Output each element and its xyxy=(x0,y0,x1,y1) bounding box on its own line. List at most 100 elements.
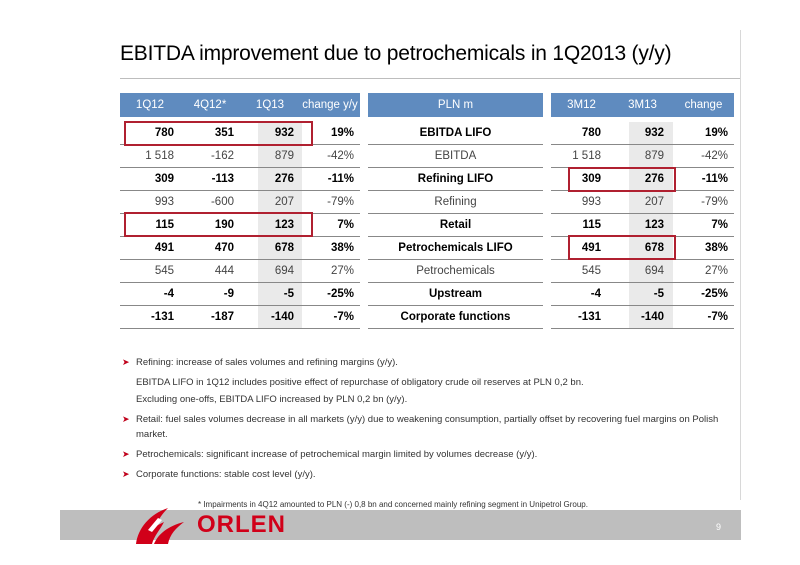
cell-3m13: -140 xyxy=(640,311,664,323)
footnote: * Impairments in 4Q12 amounted to PLN (-… xyxy=(198,500,588,509)
cell-1q12: 309 xyxy=(154,173,174,185)
orlen-logo-wordmark: ORLEN xyxy=(197,511,286,538)
cell-change-yy: -7% xyxy=(333,311,354,323)
cell-change-yy: 38% xyxy=(330,242,354,254)
cell-change: -25% xyxy=(701,288,728,300)
cell-3m13: 207 xyxy=(644,196,664,208)
row-divider xyxy=(368,213,543,214)
shaded-column-3m13 xyxy=(629,122,673,328)
cell-1q13: 694 xyxy=(274,265,294,277)
row-label: Refining LIFO xyxy=(417,173,494,185)
col-header-1q13: 1Q13 xyxy=(255,99,285,111)
cell-change: -42% xyxy=(701,150,728,162)
cell-3m13: 694 xyxy=(644,265,664,277)
cell-3m12: 780 xyxy=(581,127,601,139)
cell-3m12: 545 xyxy=(581,265,601,277)
highlight-retail xyxy=(124,212,313,237)
cell-1q12: 993 xyxy=(154,196,174,208)
cell-change-yy: 7% xyxy=(337,219,354,231)
row-divider xyxy=(368,190,543,191)
row-divider xyxy=(368,259,543,260)
cell-3m13: -5 xyxy=(653,288,664,300)
title-divider xyxy=(120,78,740,79)
bullet-text: Excluding one-offs, EBITDA LIFO increase… xyxy=(136,394,408,405)
col-header-pln-m: PLN m xyxy=(437,99,474,111)
row-divider xyxy=(120,259,360,260)
cell-1q13: 879 xyxy=(274,150,294,162)
cell-1q13: 678 xyxy=(274,242,294,254)
highlight-ebitda-lifo xyxy=(124,121,313,146)
cell-3m13: 879 xyxy=(644,150,664,162)
row-divider xyxy=(368,305,543,306)
row-label: Upstream xyxy=(428,288,483,300)
arrow-bullet-icon: ➤ xyxy=(122,449,130,459)
cell-change-yy: 27% xyxy=(330,265,354,277)
cell-change-yy: -25% xyxy=(327,288,354,300)
cell-1q13: -5 xyxy=(283,288,294,300)
cell-3m12: 491 xyxy=(581,242,601,254)
right-header-bar: 3M12 3M13 change xyxy=(551,93,734,117)
col-header-3m12: 3M12 xyxy=(567,99,596,111)
cell-1q12: 491 xyxy=(154,242,174,254)
cell-4q12: 470 xyxy=(214,242,234,254)
cell-4q12: 351 xyxy=(214,127,234,139)
arrow-bullet-icon: ➤ xyxy=(122,469,130,479)
cell-change-yy: 19% xyxy=(330,127,354,139)
bullet-text: EBITDA LIFO in 1Q12 includes positive ef… xyxy=(136,377,584,388)
row-divider xyxy=(120,328,360,329)
col-header-change: change xyxy=(684,99,723,111)
row-divider xyxy=(551,305,734,306)
row-label: Corporate functions xyxy=(400,311,511,323)
table-row: 780 351 932 19% EBITDA LIFO 780 932 19% xyxy=(120,122,740,145)
row-divider xyxy=(368,167,543,168)
row-divider xyxy=(120,167,360,168)
cell-change-yy: -11% xyxy=(327,173,354,185)
cell-1q12: 1 518 xyxy=(145,150,174,162)
cell-4q12: 190 xyxy=(214,219,234,231)
row-divider xyxy=(551,213,734,214)
row-divider xyxy=(368,328,543,329)
shaded-column-1q13 xyxy=(258,122,302,328)
table-row: 993 -600 207 -79% Refining 993 207 -79% xyxy=(120,191,740,214)
cell-3m13: 123 xyxy=(644,219,664,231)
row-divider xyxy=(551,328,734,329)
cell-3m12: -4 xyxy=(590,288,601,300)
cell-4q12: 444 xyxy=(214,265,234,277)
cell-3m12: 993 xyxy=(581,196,601,208)
row-label: Petrochemicals LIFO xyxy=(398,242,513,254)
row-divider xyxy=(551,282,734,283)
row-divider xyxy=(368,236,543,237)
cell-1q12: 545 xyxy=(154,265,174,277)
col-header-3m13: 3M13 xyxy=(628,99,657,111)
cell-3m13: 276 xyxy=(644,173,664,185)
bullet-text: Refining: increase of sales volumes and … xyxy=(136,357,398,368)
orlen-eagle-logo-icon xyxy=(136,508,184,544)
table-row: -4 -9 -5 -25% Upstream -4 -5 -25% xyxy=(120,283,740,306)
bullet-text: Retail: fuel sales volumes decrease in a… xyxy=(136,414,719,425)
page-title: EBITDA improvement due to petrochemicals… xyxy=(120,42,672,65)
highlight-refining-lifo xyxy=(568,167,676,192)
row-label: Retail xyxy=(439,219,472,231)
cell-3m13: 678 xyxy=(644,242,664,254)
table-row: 491 470 678 38% Petrochemicals LIFO 491 678 38% xyxy=(120,237,740,260)
row-divider xyxy=(120,282,360,283)
col-header-1q12: 1Q12 xyxy=(135,99,165,111)
row-divider xyxy=(368,282,543,283)
row-divider xyxy=(120,190,360,191)
right-border-line xyxy=(740,30,741,500)
cell-change: 19% xyxy=(704,127,728,139)
row-divider xyxy=(551,144,734,145)
cell-change: -79% xyxy=(701,196,728,208)
cell-change: 7% xyxy=(711,219,728,231)
cell-4q12: -187 xyxy=(210,311,234,323)
col-header-change-yy: change y/y xyxy=(302,99,358,111)
cell-1q13: 932 xyxy=(274,127,294,139)
table-row: 115 190 123 7% Retail 115 123 7% xyxy=(120,214,740,237)
cell-change: -11% xyxy=(701,173,728,185)
cell-1q13: 123 xyxy=(274,219,294,231)
bullet-text: Corporate functions: stable cost level (… xyxy=(136,469,316,480)
cell-1q13: 276 xyxy=(274,173,294,185)
row-label: EBITDA xyxy=(434,150,477,162)
cell-3m13: 932 xyxy=(644,127,664,139)
middle-header-bar: PLN m xyxy=(368,93,543,117)
